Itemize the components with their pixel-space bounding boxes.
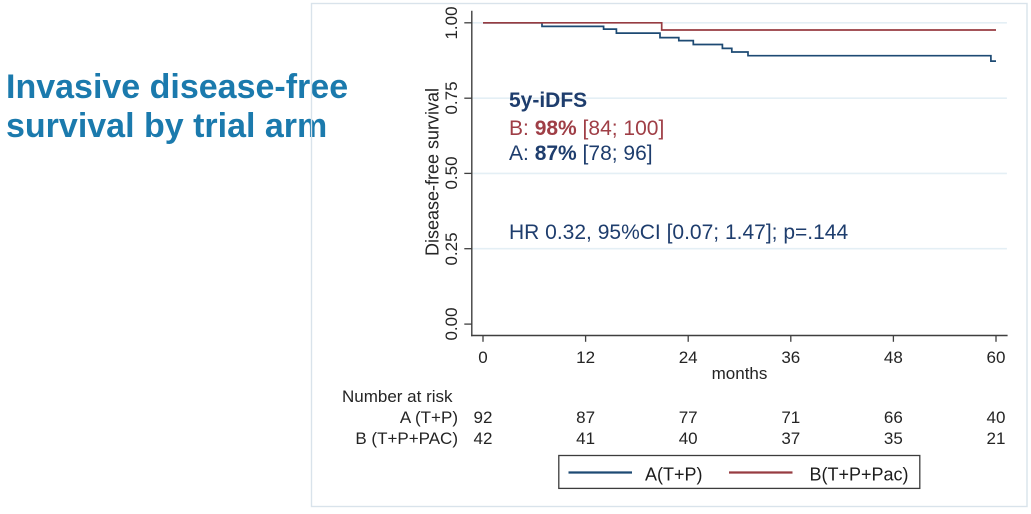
x-tick-label-60: 60	[986, 347, 1006, 367]
at-risk-header: Number at risk	[342, 387, 453, 406]
annotation-a-ci: [78; 96]	[576, 142, 653, 165]
at-risk-a-36: 71	[781, 408, 801, 427]
at-risk-a-60: 40	[986, 408, 1006, 427]
y-axis-title: Disease-free survival	[422, 87, 442, 257]
at-risk-a-0: 92	[473, 408, 493, 427]
slide-title: Invasive disease-free survival by trial …	[6, 68, 349, 145]
at-risk-a-24: 77	[678, 408, 698, 427]
annotation-b-prefix: B:	[509, 116, 535, 140]
x-ticks	[482, 335, 997, 342]
x-tick-label-0: 0	[478, 347, 488, 367]
at-risk-b-12: 41	[576, 428, 596, 448]
annotation-arm-a: A: 87% [78; 96]	[509, 142, 653, 166]
at-risk-b-60: 21	[986, 428, 1006, 448]
curve-B(T+P+Pac)	[483, 21, 996, 31]
annotation-b-value: 98%	[534, 116, 577, 140]
chart-frame	[310, 2, 1028, 508]
x-tick-label-24: 24	[678, 347, 698, 367]
x-tick-label-12: 12	[576, 347, 596, 367]
survival-curves	[483, 21, 996, 62]
y-tick-label-0.75: 0.75	[441, 81, 461, 115]
at-risk-a-48: 66	[883, 408, 903, 427]
x-tick-label-36: 36	[781, 347, 801, 367]
annotation-a-prefix: A:	[509, 142, 535, 165]
at-risk-b-24: 40	[678, 428, 698, 448]
at-risk-b-0: 42	[473, 428, 493, 448]
annotation-b-ci: [84; 100]	[576, 116, 665, 140]
at-risk-b-36: 37	[781, 428, 801, 448]
y-tick-label-0.25: 0.25	[441, 232, 461, 266]
x-tick-label-48: 48	[883, 347, 903, 367]
x-axis-title: months	[711, 364, 768, 383]
y-tick-label-0.00: 0.00	[441, 307, 461, 341]
annotation-arm-b: B: 98% [84; 100]	[509, 117, 664, 141]
at-risk-label-b: B (T+P+PAC)	[355, 428, 458, 448]
at-risk-label-a: A (T+P)	[399, 408, 458, 427]
legend-label-b: B(T+P+Pac)	[809, 464, 909, 484]
y-tick-label-1.00: 1.00	[441, 6, 461, 40]
y-tick-label-0.50: 0.50	[441, 156, 461, 190]
curve-A(T+P)	[483, 21, 996, 62]
annotation-hazard-ratio: HR 0.32, 95%CI [0.07; 1.47]; p=.144	[509, 221, 849, 245]
at-risk-b-48: 35	[883, 428, 903, 448]
legend-label-a: A(T+P)	[645, 464, 703, 484]
at-risk-a-12: 87	[576, 408, 596, 427]
annotation-5y-idfs: 5y-iDFS	[509, 88, 588, 112]
annotation-a-value: 87%	[534, 142, 577, 165]
y-ticks	[464, 22, 472, 325]
legend-box	[558, 454, 921, 490]
